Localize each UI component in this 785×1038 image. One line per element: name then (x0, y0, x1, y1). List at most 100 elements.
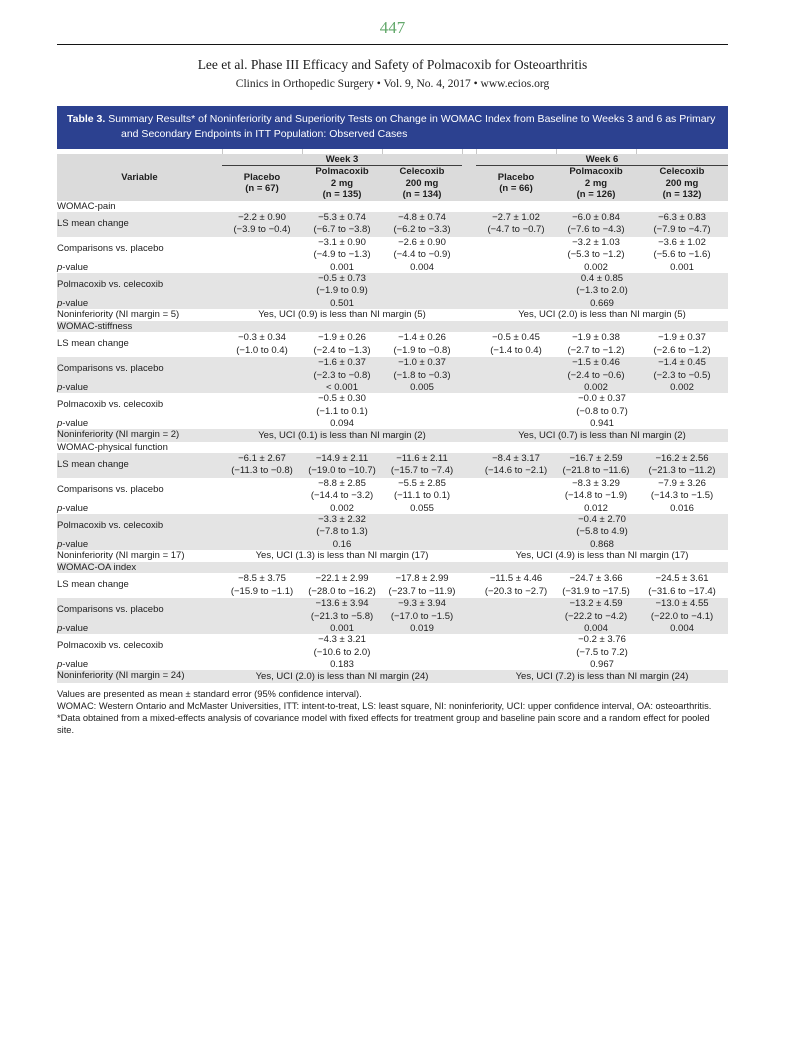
p-label-italic: p (57, 261, 63, 273)
mean-value: −8.5 ± 3.75 (238, 573, 286, 584)
value-cell-week3: −3.3 ± 2.32 (−7.8 to 1.3) (222, 514, 462, 539)
confidence-interval: (−14.4 to −3.2) (310, 490, 374, 501)
confidence-interval: (−1.0 to 0.4) (236, 344, 288, 356)
p-value-week6: 0.868 (590, 538, 614, 550)
table-title-label: Table 3. (67, 113, 106, 125)
mean-value: −5.3 ± 0.74 (318, 211, 366, 223)
confidence-interval: (−0.8 to 0.7) (576, 405, 628, 417)
confidence-interval: (−2.3 to −0.5) (653, 369, 711, 381)
group-spacer (462, 237, 476, 262)
column-header-w3-0: Placebo (n = 67) (222, 166, 302, 201)
row-label-comparisons-placebo: Comparisons vs. placebo (57, 363, 164, 375)
confidence-interval: (−1.8 to −0.3) (393, 369, 451, 381)
mean-value: −2.6 ± 0.90 (398, 236, 446, 248)
noninferiority-week6: Yes, UCI (0.7) is less than NI margin (2… (518, 429, 686, 441)
mean-value: −13.2 ± 4.59 (569, 598, 623, 609)
group-spacer (462, 598, 476, 623)
p-value-cell: 0.004 (670, 623, 694, 634)
value-cell (476, 478, 556, 503)
mean-value: −8.8 ± 2.85 (318, 477, 366, 489)
value-cell: −24.5 ± 3.61 (−31.6 to −17.4) (636, 573, 728, 598)
value-cell: −17.8 ± 2.99 (−23.7 to −11.9) (382, 573, 462, 598)
p-value-cell (222, 262, 302, 273)
confidence-interval: (−11.1 to 0.1) (393, 490, 451, 501)
value-cell: −5.3 ± 0.74 (−6.7 to −3.8) (302, 212, 382, 237)
header-rule (57, 44, 728, 45)
p-value-cell (476, 623, 556, 634)
column-header-line: (n = 67) (245, 183, 279, 195)
noninferiority-week3: Yes, UCI (1.3) is less than NI margin (1… (255, 550, 429, 562)
confidence-interval: (−22.2 to −4.2) (564, 610, 628, 622)
confidence-interval: (−22.0 to −4.1) (650, 610, 714, 622)
confidence-interval: (−1.3 to 2.0) (576, 285, 628, 296)
value-cell (476, 357, 556, 382)
column-header-line: 200 mg (665, 177, 699, 189)
group-spacer (462, 670, 476, 683)
p-label-rest: -value (62, 261, 89, 273)
p-value-cell (222, 382, 302, 393)
p-value-cell (222, 503, 302, 514)
p-label-italic: p (57, 297, 63, 309)
column-header-line: 2 mg (330, 177, 354, 189)
footnote-abbreviations: WOMAC: Western Ontario and McMaster Univ… (57, 700, 712, 711)
confidence-interval: (−21.3 to −11.2) (648, 465, 716, 476)
p-value-week6: 0.941 (590, 418, 614, 429)
noninferiority-week3: Yes, UCI (2.0) is less than NI margin (2… (255, 670, 429, 682)
value-cell: −24.7 ± 3.66 (−31.9 to −17.5) (556, 573, 636, 598)
mean-value: −14.9 ± 2.11 (315, 452, 369, 464)
p-value-cell: 0.016 (670, 502, 694, 514)
group-spacer (462, 429, 476, 442)
group-spacer (462, 298, 476, 309)
confidence-interval: (−2.6 to −1.2) (653, 344, 711, 356)
mean-value: −1.0 ± 0.37 (398, 357, 446, 368)
row-label-p-value: p-value (57, 382, 222, 393)
group-spacer (462, 262, 476, 273)
p-value-week6: 0.669 (590, 297, 614, 309)
p-label-rest: -value (62, 659, 89, 670)
mean-value: −1.9 ± 0.26 (318, 332, 366, 343)
row-label-p-value: p-value (57, 659, 222, 670)
column-header-w6-2: Celecoxib 200 mg (n = 132) (636, 166, 728, 201)
mean-value: −0.5 ± 0.45 (492, 332, 540, 343)
row-label-comparisons-placebo: Comparisons vs. placebo (57, 483, 164, 495)
confidence-interval: (−1.4 to 0.4) (490, 344, 542, 356)
value-cell: −11.5 ± 4.46 (−20.3 to −2.7) (476, 573, 556, 598)
p-value-week3: 0.501 (330, 297, 354, 309)
confidence-interval: (−2.4 to −1.3) (313, 344, 371, 356)
value-cell-week6: −0.0 ± 0.37 (−0.8 to 0.7) (476, 393, 728, 418)
group-spacer (462, 273, 476, 298)
row-label-polmacoxib-vs-celecoxib: Polmacoxib vs. celecoxib (57, 399, 164, 411)
value-cell: −1.6 ± 0.37 (−2.3 to −0.8) (302, 357, 382, 382)
column-header-line: Celecoxib (399, 166, 445, 177)
mean-value: −3.6 ± 1.02 (658, 236, 706, 248)
group-spacer (462, 332, 476, 357)
column-tick (462, 149, 463, 154)
value-cell: −5.5 ± 2.85 (−11.1 to 0.1) (382, 478, 462, 503)
p-value-cell: 0.005 (410, 382, 434, 393)
mean-value: −3.2 ± 1.03 (572, 236, 620, 248)
value-cell: −14.9 ± 2.11 (−19.0 to −10.7) (302, 453, 382, 478)
row-label-p-value: p-value (57, 298, 222, 309)
table3: Table 3. Summary Results* of Noninferior… (57, 106, 728, 683)
row-label-p-value: p-value (57, 262, 222, 273)
row-label-ls-mean-change: LS mean change (57, 458, 129, 470)
confidence-interval: (−23.7 to −11.9) (388, 585, 456, 597)
mean-value: −5.5 ± 2.85 (398, 477, 446, 489)
column-header-line: Placebo (497, 171, 535, 183)
row-label-ls-mean-change: LS mean change (57, 579, 129, 591)
mean-value: −1.5 ± 0.46 (572, 357, 620, 368)
row-label-polmacoxib-vs-celecoxib: Polmacoxib vs. celecoxib (57, 278, 164, 290)
p-value-week6: 0.967 (590, 659, 614, 670)
column-tick (222, 149, 223, 154)
p-value-cell (476, 382, 556, 393)
p-value-cell: 0.002 (330, 502, 354, 514)
value-cell: −8.3 ± 3.29 (−14.8 to −1.9) (556, 478, 636, 503)
group-spacer (462, 478, 476, 503)
mean-value: −6.1 ± 2.67 (238, 452, 286, 464)
row-label-p-value: p-value (57, 503, 222, 514)
group-spacer (462, 659, 476, 670)
column-group-week3: Week 3 (222, 154, 462, 166)
footnote-values: Values are presented as mean ± standard … (57, 688, 362, 699)
value-cell: −8.4 ± 3.17 (−14.6 to −2.1) (476, 453, 556, 478)
